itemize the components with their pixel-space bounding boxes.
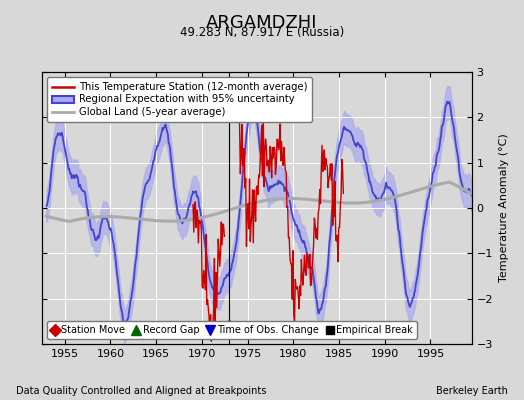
Text: 49.283 N, 87.917 E (Russia): 49.283 N, 87.917 E (Russia) — [180, 26, 344, 39]
Text: ARGAMDZHI: ARGAMDZHI — [206, 14, 318, 32]
Y-axis label: Temperature Anomaly (°C): Temperature Anomaly (°C) — [498, 134, 508, 282]
Legend: Station Move, Record Gap, Time of Obs. Change, Empirical Break: Station Move, Record Gap, Time of Obs. C… — [47, 321, 417, 339]
Text: Data Quality Controlled and Aligned at Breakpoints: Data Quality Controlled and Aligned at B… — [16, 386, 266, 396]
Text: Berkeley Earth: Berkeley Earth — [436, 386, 508, 396]
